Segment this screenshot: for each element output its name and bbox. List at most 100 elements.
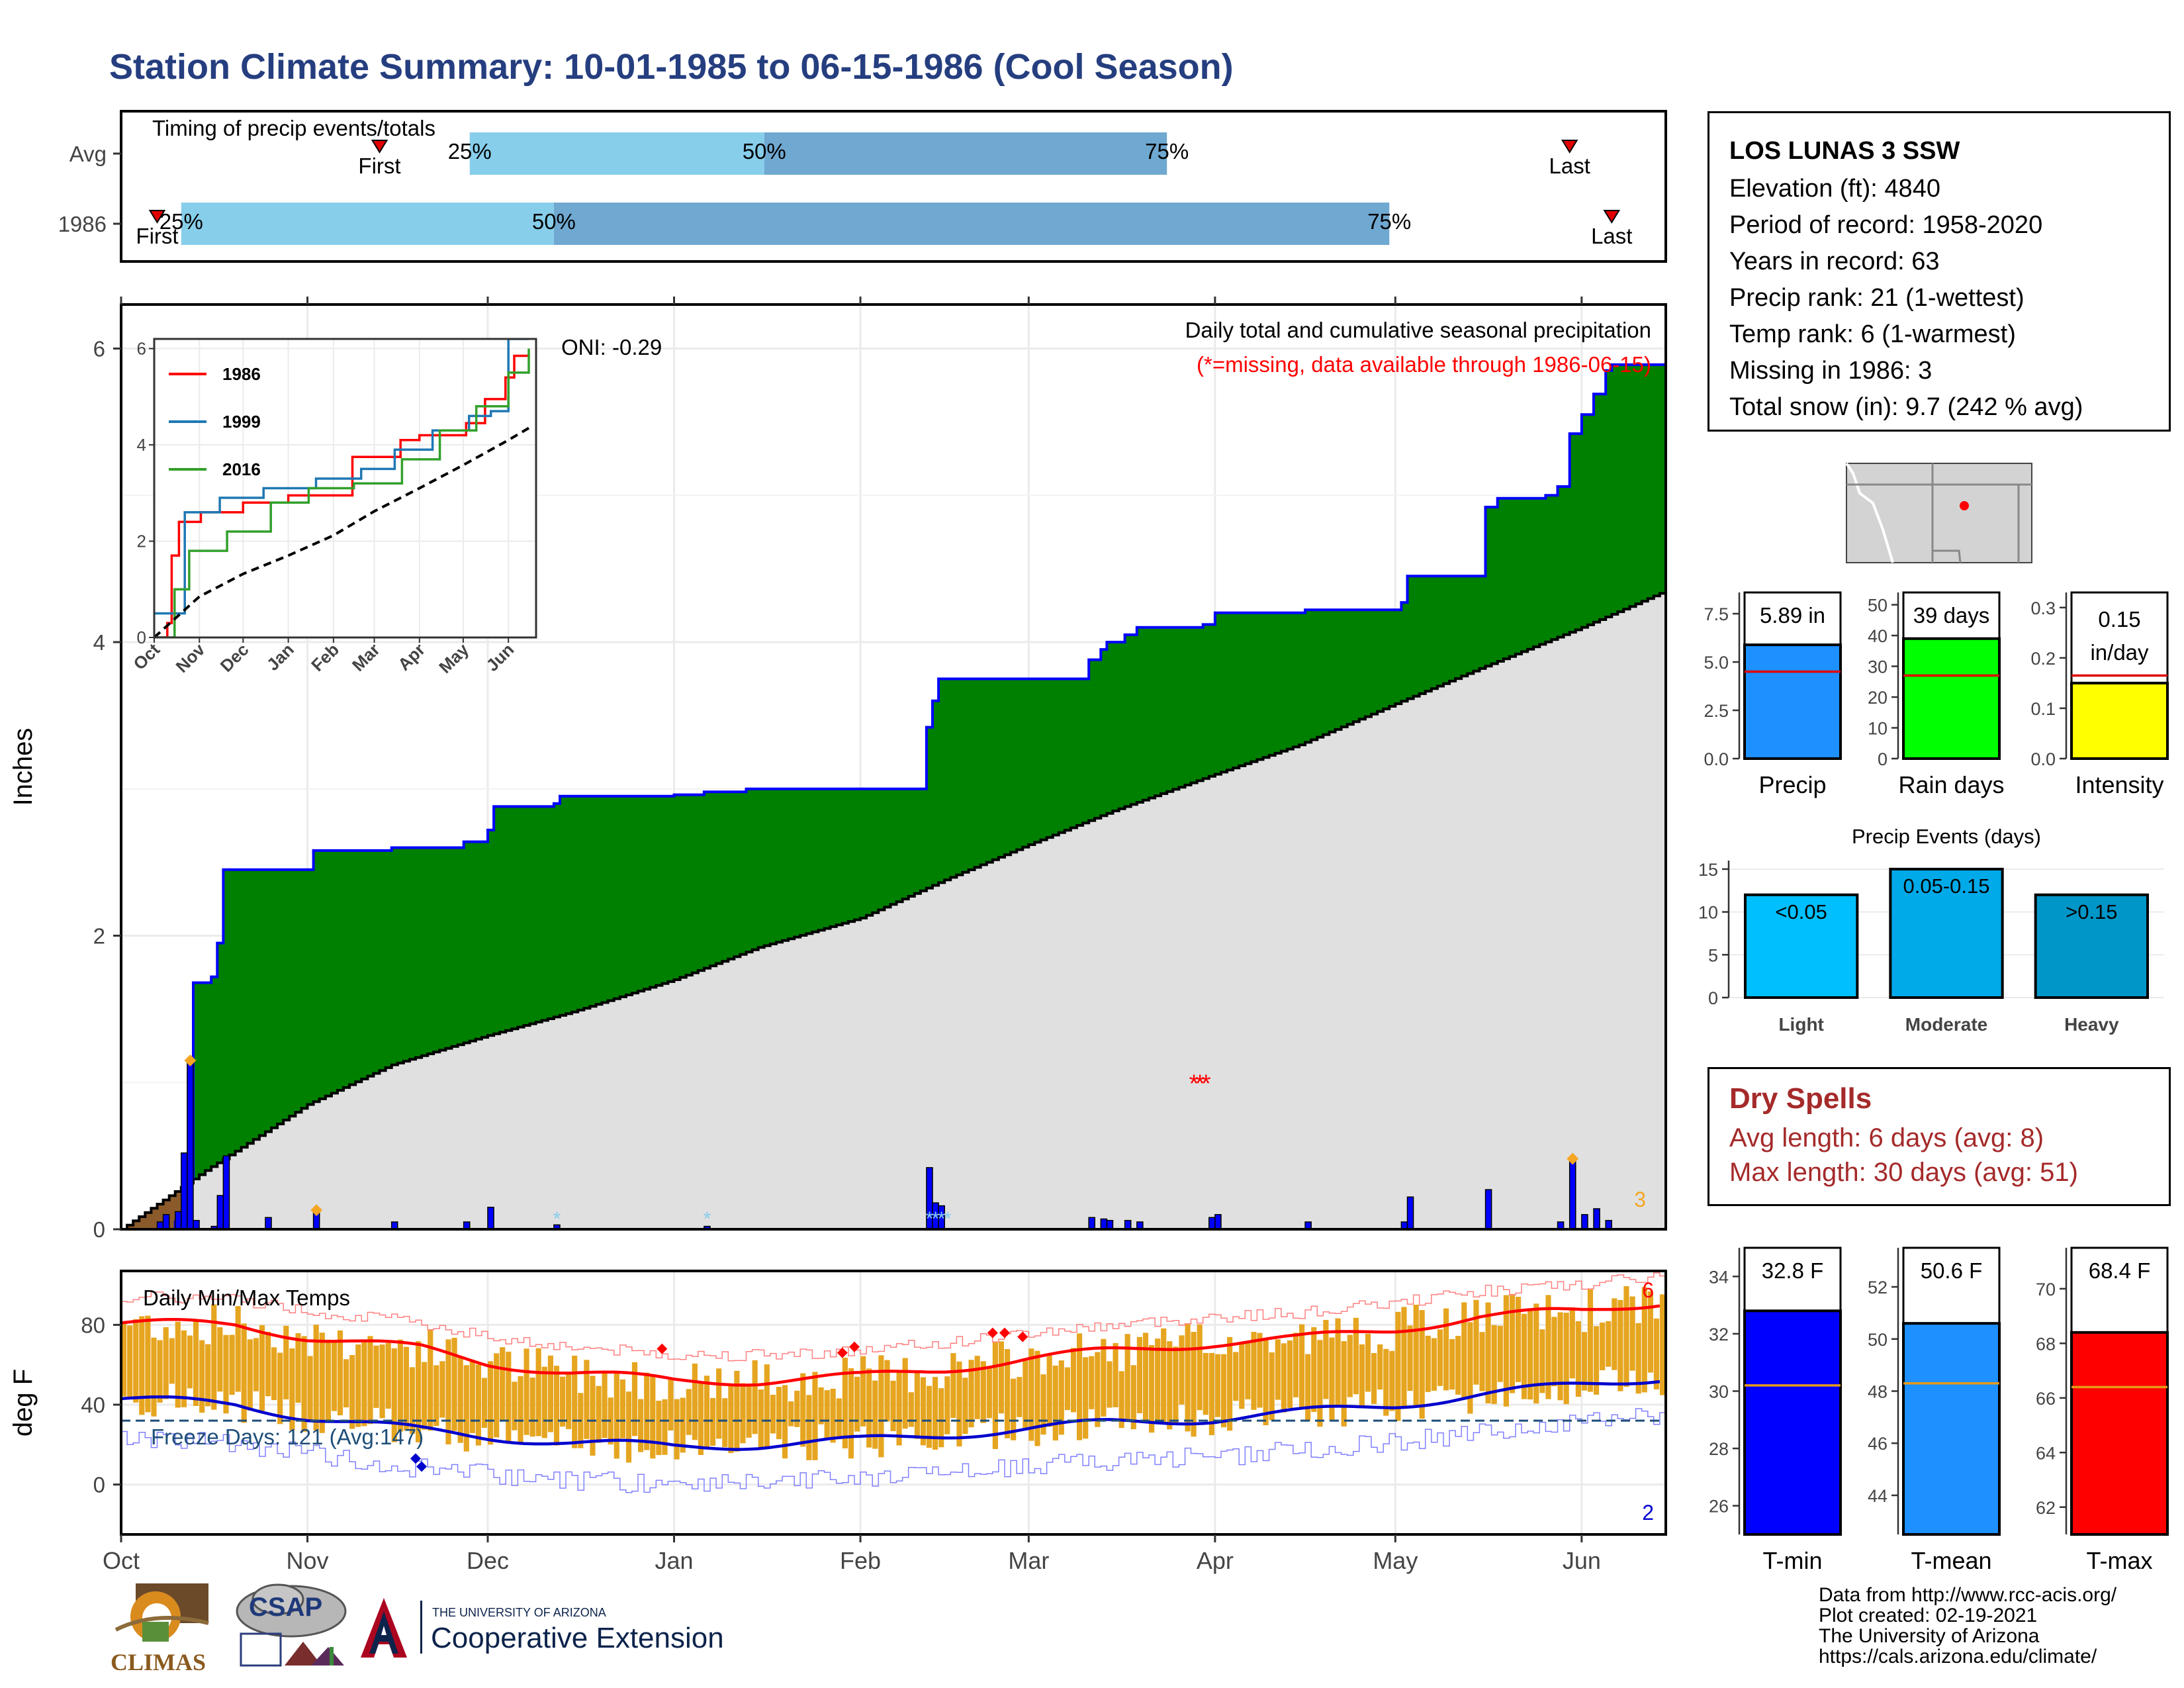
temps-daily-bar (469, 1360, 475, 1433)
gauge-ytick-label: 0 (1878, 749, 1888, 769)
precip-ytick-label: 4 (93, 630, 105, 655)
csap-logo: CSAP (232, 1583, 351, 1676)
temps-daily-bar (596, 1385, 602, 1443)
temps-title: Daily Min/Max Temps (143, 1286, 350, 1310)
temps-daily-bar (746, 1383, 752, 1438)
inset-series-avg (154, 426, 530, 637)
temps-daily-bar (506, 1351, 512, 1441)
temps-daily-bar (860, 1356, 866, 1427)
map-state-line (1845, 462, 1894, 563)
events-bar-label: >0.15 (2066, 900, 2117, 923)
temps-daily-bar (1449, 1338, 1455, 1390)
temps-record-max-mark (1017, 1331, 1028, 1342)
temps-daily-bar (776, 1387, 782, 1440)
temps-daily-bar (1269, 1352, 1275, 1421)
gauge-ytick-label: 44 (1868, 1486, 1888, 1506)
temps-daily-bar (752, 1360, 758, 1434)
events-bar-label: <0.05 (1775, 900, 1827, 923)
gauge-ytick-label: 34 (1709, 1267, 1729, 1287)
temps-daily-bar (433, 1365, 439, 1427)
precip-frame (120, 303, 1667, 1231)
temps-daily-bar (373, 1345, 379, 1408)
credit-org: The University of Arizona (1819, 1625, 2040, 1647)
precip-daily-bar (1100, 1218, 1108, 1230)
temps-daily-bar (1167, 1341, 1173, 1430)
temps-daily-bar (1377, 1344, 1383, 1390)
precip-missing-mark: * (1189, 1070, 1199, 1098)
temps-daily-bar (199, 1340, 205, 1413)
temps-daily-bar (391, 1348, 397, 1442)
temps-daily-bar (337, 1330, 343, 1416)
temps-record-max-mark (999, 1327, 1011, 1338)
temps-daily-bar (1425, 1335, 1431, 1392)
temps-daily-bar (1323, 1320, 1329, 1399)
temps-daily-bar (998, 1341, 1005, 1414)
temps-daily-bar (1023, 1360, 1028, 1428)
precip-1986-line (121, 363, 1666, 1231)
gauge-ytick-label: 10 (1868, 719, 1888, 739)
temps-daily-bar (409, 1367, 416, 1434)
temps-record-max-mark (657, 1343, 668, 1354)
station-missing: Missing in 1986: 3 (1729, 357, 1933, 385)
temps-daily-bar (890, 1380, 896, 1431)
temps-daily-bar (980, 1361, 986, 1423)
temps-daily-bar (422, 1362, 428, 1430)
temps-daily-bar (1070, 1348, 1077, 1413)
temps-daily-bar (1401, 1307, 1407, 1409)
temps-daily-bar (1659, 1294, 1666, 1395)
gauge-ytick-label: 32 (1709, 1325, 1729, 1344)
temps-daily-bar (1058, 1360, 1064, 1435)
temps-daily-bar (193, 1319, 199, 1406)
temps-ytick-label: 80 (81, 1313, 105, 1337)
temps-daily-bar (722, 1398, 728, 1448)
timing-last-label: Last (1591, 224, 1632, 248)
temps-daily-bar (764, 1364, 770, 1448)
dry-spells-max: Max length: 30 days (avg: 51) (1729, 1158, 2078, 1187)
precip-ytick-label: 2 (93, 924, 105, 949)
gauge-value: 50.6 F (1921, 1258, 1983, 1283)
timing-q50-label: 50% (532, 209, 576, 234)
station-snow: Total snow (in): 9.7 (242 % avg) (1729, 393, 2083, 421)
station-period: Period of record: 1958-2020 (1729, 211, 2043, 239)
climas-logo-text: CLIMAS (111, 1649, 206, 1675)
temps-daily-bar (529, 1378, 535, 1437)
temps-daily-bar (848, 1368, 854, 1459)
precip-daily-bar (162, 1214, 170, 1230)
temps-daily-bar (451, 1338, 457, 1431)
temps-daily-bar (1413, 1305, 1419, 1405)
temps-daily-bar (265, 1331, 271, 1397)
precip-daily-bar (187, 1060, 194, 1230)
temps-daily-bar (878, 1355, 884, 1458)
temps-daily-bar (1251, 1332, 1257, 1410)
map-border-s (1933, 549, 1962, 563)
temps-daily-bar (1545, 1295, 1551, 1399)
temps-record-max-mark (837, 1347, 848, 1358)
csap-cloud-icon (236, 1583, 347, 1667)
precip-daily-bar (1214, 1214, 1222, 1230)
temps-ytick-label: 0 (93, 1473, 105, 1497)
temps-daily-bar (902, 1358, 908, 1429)
temps-daily-bar (1527, 1308, 1533, 1400)
temps-daily-bar (1503, 1295, 1509, 1407)
events-xtick-label: Heavy (2064, 1014, 2119, 1035)
gauge-bar (1902, 1322, 2001, 1536)
timing-first-marker (148, 210, 166, 224)
precip-record-mark (1567, 1152, 1579, 1165)
temps-daily-bar (523, 1348, 529, 1435)
temps-daily-bar (1479, 1332, 1485, 1391)
temps-daily-bar (145, 1315, 151, 1413)
temps-daily-bar (1034, 1350, 1040, 1446)
map-frame (1846, 463, 2032, 563)
temps-daily-bar (379, 1344, 385, 1419)
temps-xtick-label: Nov (287, 1547, 329, 1574)
temps-daily-bar (986, 1368, 992, 1419)
temps-daily-bar (1653, 1318, 1659, 1389)
temps-daily-bar (680, 1397, 686, 1453)
temps-daily-bar (1287, 1340, 1293, 1408)
credits: Data from http://www.rcc-acis.org/ Plot … (1819, 1585, 2116, 1667)
temps-daily-bar (1629, 1296, 1635, 1371)
temps-daily-bar (355, 1344, 361, 1427)
temps-daily-bar (788, 1401, 794, 1427)
precip-subtitle: (*=missing, data available through 1986-… (1197, 352, 1651, 377)
temps-daily-bar (806, 1395, 812, 1460)
